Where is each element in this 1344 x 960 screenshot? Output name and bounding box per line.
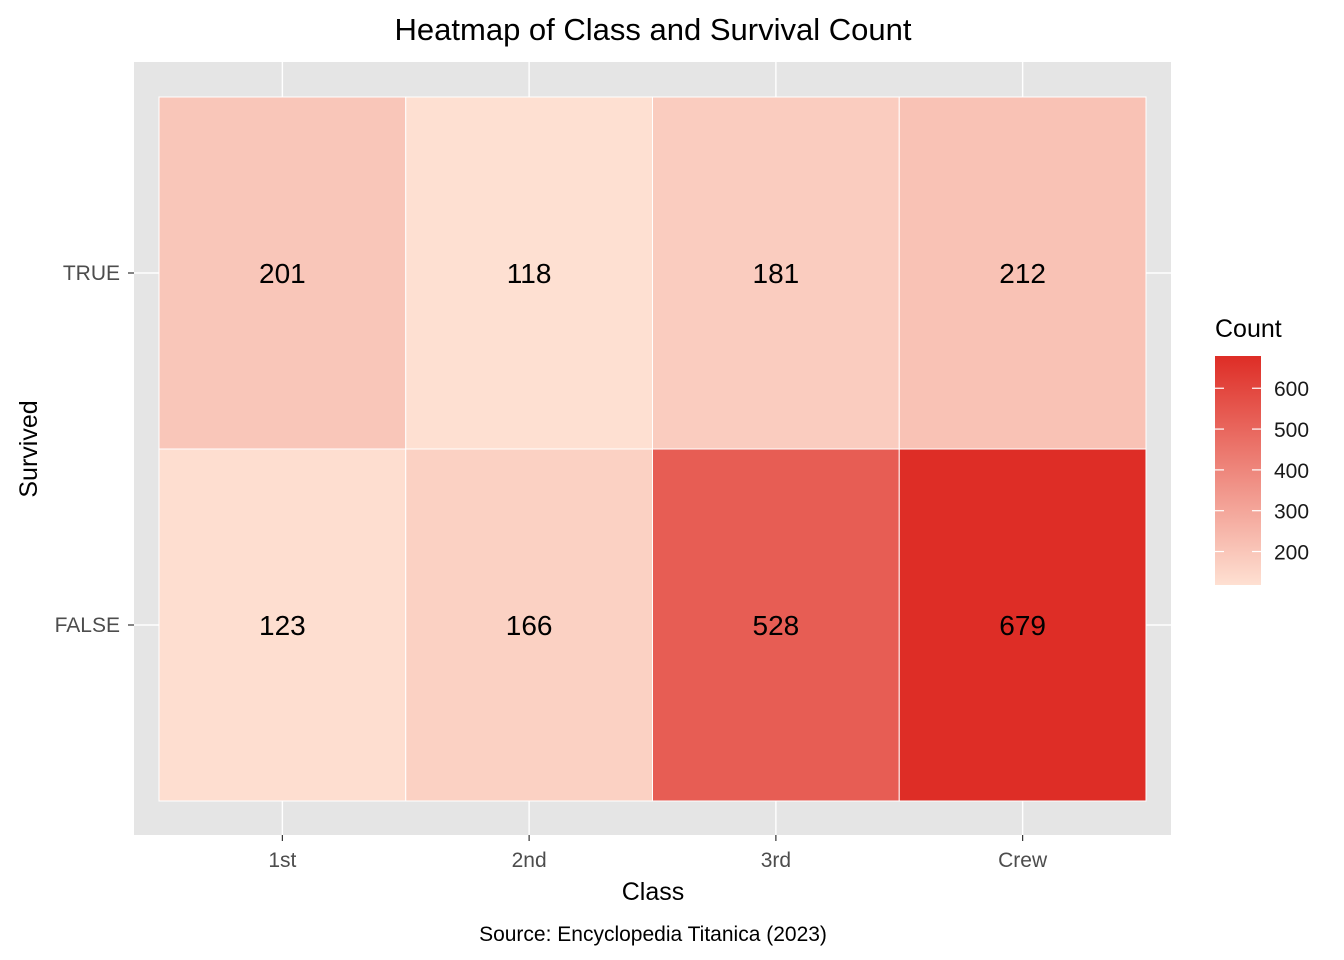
heatmap-cell-3rd-false	[652, 448, 900, 802]
cell-value-crew-false: 679	[999, 610, 1046, 641]
legend-label: 600	[1274, 378, 1309, 401]
y-axis-ticks: FALSE TRUE	[55, 262, 134, 637]
cell-value-2nd-true: 118	[507, 258, 552, 289]
legend-label: 500	[1274, 419, 1309, 442]
legend-title: Count	[1215, 315, 1282, 343]
legend-ticks: 200 300 400 500 600	[1215, 378, 1309, 565]
x-tick-label: Crew	[998, 849, 1048, 872]
heatmap-cell-2nd-true	[405, 96, 653, 450]
cell-value-1st-false: 123	[259, 610, 306, 641]
legend-label: 300	[1274, 501, 1309, 524]
y-tick-label: TRUE	[63, 262, 120, 285]
chart-caption: Source: Encyclopedia Titanica (2023)	[479, 923, 827, 946]
legend: Count 200 300 400 500 600	[1215, 315, 1309, 585]
chart-title: Heatmap of Class and Survival Count	[395, 12, 912, 47]
legend-label: 400	[1274, 460, 1309, 483]
legend-label: 200	[1274, 542, 1309, 565]
x-tick-label: 3rd	[761, 849, 791, 872]
legend-colorbar	[1215, 356, 1261, 585]
heatmap-cell-crew-false	[898, 448, 1147, 802]
cell-value-2nd-false: 166	[506, 610, 553, 641]
heatmap-cell-2nd-false	[405, 448, 653, 802]
cell-value-3rd-false: 528	[753, 610, 800, 641]
heatmap-cell-3rd-true	[652, 96, 900, 450]
x-axis-ticks: 1st 2nd 3rd Crew	[268, 835, 1048, 872]
cell-value-1st-true: 201	[259, 258, 306, 289]
cell-value-crew-true: 212	[999, 258, 1046, 289]
x-axis-title: Class	[622, 878, 685, 906]
heatmap-cell-crew-true	[898, 96, 1147, 450]
y-tick-label: FALSE	[55, 614, 120, 637]
x-tick-label: 1st	[268, 849, 296, 872]
y-axis-title: Survived	[15, 400, 43, 497]
x-tick-label: 2nd	[512, 849, 547, 872]
cell-value-3rd-true: 181	[753, 258, 800, 289]
cell-labels: 201 118 181 212 123 166 528 679	[259, 258, 1046, 641]
heatmap-cell-1st-false	[158, 448, 407, 802]
heatmap-cells	[158, 96, 1147, 802]
